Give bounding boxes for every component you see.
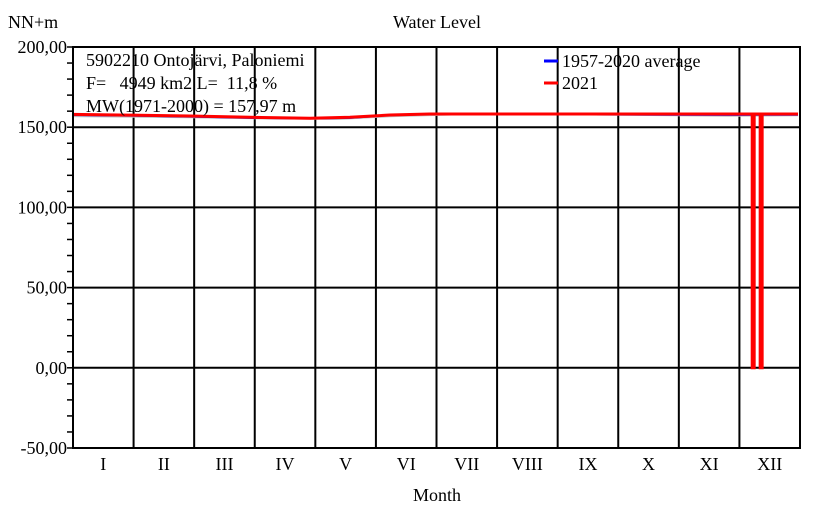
x-tick-label: IV [276, 454, 295, 474]
x-tick-label: VIII [512, 454, 543, 474]
x-tick-label: XI [700, 454, 719, 474]
legend-label: 1957-2020 average [562, 51, 700, 71]
y-tick-label: 200,00 [18, 37, 68, 57]
info-station: 5902210 Ontojärvi, Paloniemi [86, 50, 304, 70]
x-axis-label: Month [413, 485, 461, 505]
x-tick-label: VI [397, 454, 416, 474]
y-tick-label: 50,00 [27, 278, 68, 298]
y-axis-label: NN+m [8, 12, 58, 32]
plot-frame [72, 46, 801, 449]
x-tick-label: XII [757, 454, 782, 474]
series-line-2021 [72, 112, 799, 370]
x-tick-label: V [339, 454, 352, 474]
y-tick-label: -50,00 [21, 438, 68, 458]
legend-label: 2021 [562, 73, 598, 93]
x-tick-label: II [158, 454, 170, 474]
x-tick-label: X [642, 454, 655, 474]
y-tick-label: 0,00 [36, 358, 68, 378]
chart-title: Water Level [393, 12, 481, 32]
x-tick-label: I [100, 454, 106, 474]
y-tick-label: 100,00 [18, 197, 68, 217]
x-tick-label: IX [578, 454, 597, 474]
info-area: F= 4949 km2 L= 11,8 % [86, 73, 277, 93]
info-mean: MW(1971-2000) = 157,97 m [86, 96, 296, 117]
y-tick-label: 150,00 [18, 117, 68, 137]
x-tick-label: III [215, 454, 233, 474]
x-tick-label: VII [454, 454, 479, 474]
